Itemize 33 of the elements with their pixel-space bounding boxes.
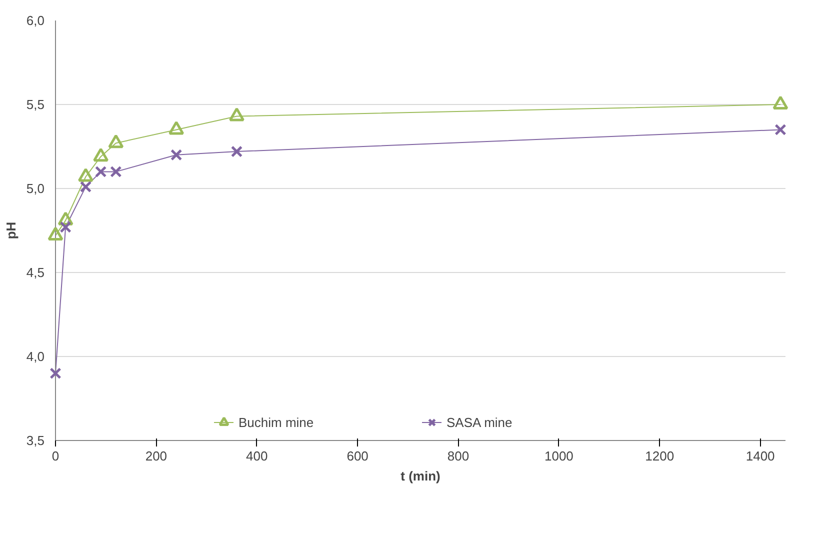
legend-label: Buchim mine (238, 414, 315, 430)
legend-label: SASA mine (446, 414, 514, 430)
y-tick-label: 4,5 (26, 265, 45, 280)
y-axis-title: pH (3, 222, 18, 240)
y-tick-label: 3,5 (26, 433, 45, 448)
x-axis-title: t (min) (400, 468, 440, 484)
point (48, 226, 64, 241)
y-tick-label: 6,0 (26, 13, 45, 28)
y-tick-label: 5,0 (26, 181, 45, 196)
y-tick-label: 5,5 (26, 97, 45, 112)
x-tick-label: 200 (145, 448, 168, 464)
point (50, 367, 62, 380)
point (774, 124, 786, 136)
point (80, 180, 92, 193)
x-tick-label: 800 (447, 448, 470, 464)
x-tick-label: 1200 (645, 448, 674, 464)
point (110, 166, 122, 178)
x-tick-label: 1000 (544, 448, 574, 464)
y-tick-label: 4,0 (26, 349, 45, 364)
x-tick-label: 400 (246, 448, 268, 464)
point (228, 108, 244, 122)
point (108, 134, 124, 148)
point (170, 149, 182, 161)
point (78, 168, 94, 182)
x-tick-label: 600 (346, 448, 368, 464)
point (93, 148, 109, 162)
point (94, 166, 107, 178)
point (230, 146, 243, 158)
point (772, 96, 788, 110)
point (168, 120, 184, 135)
point (60, 221, 72, 233)
x-tick-label: 1400 (746, 448, 775, 464)
x-tick-label: 0 (52, 448, 60, 464)
